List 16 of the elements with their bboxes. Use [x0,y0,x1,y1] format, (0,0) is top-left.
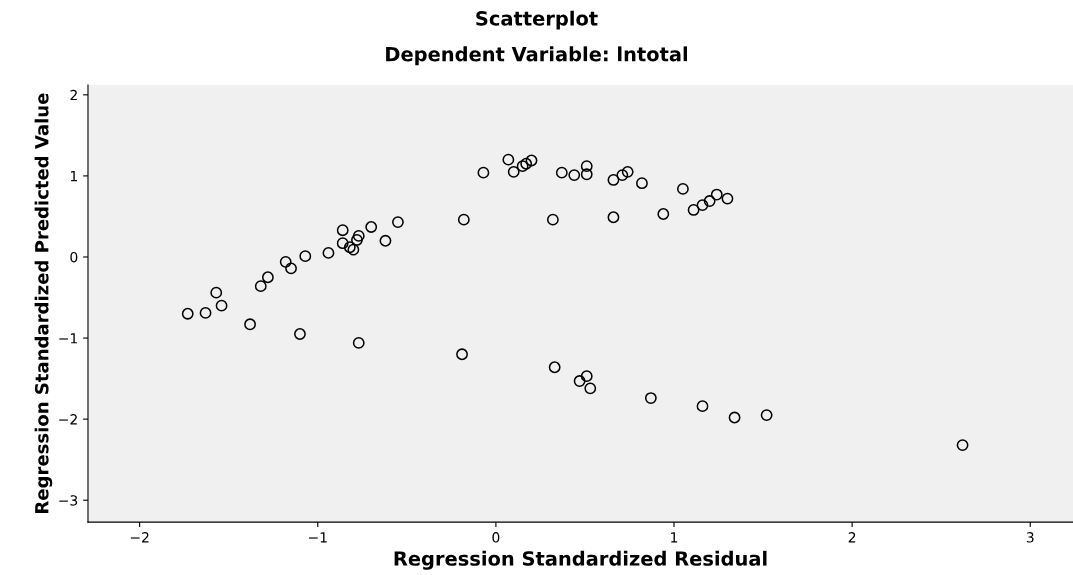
x-tick-label: −1 [309,532,327,543]
y-tick-label: 2 [70,89,77,101]
y-tick-label: −2 [59,414,77,425]
x-tick-label: 1 [671,532,678,543]
y-tick-label: −3 [59,495,78,506]
y-tick-label: 0 [70,251,78,263]
chart-title: Scatterplot [476,10,598,30]
y-tick-label: 1 [70,171,77,182]
x-tick-label: −2 [130,532,149,543]
x-tick-label: 3 [1026,532,1034,543]
x-tick-label: 2 [848,532,856,543]
x-tick-label: 0 [492,532,500,543]
y-tick-label: −1 [59,333,77,344]
x-axis-title: Regression Standardized Residual [394,550,767,570]
chart-subtitle: Dependent Variable: lntotal [386,46,688,66]
y-axis-title: Regression Standardized Predicted Value [34,93,53,513]
